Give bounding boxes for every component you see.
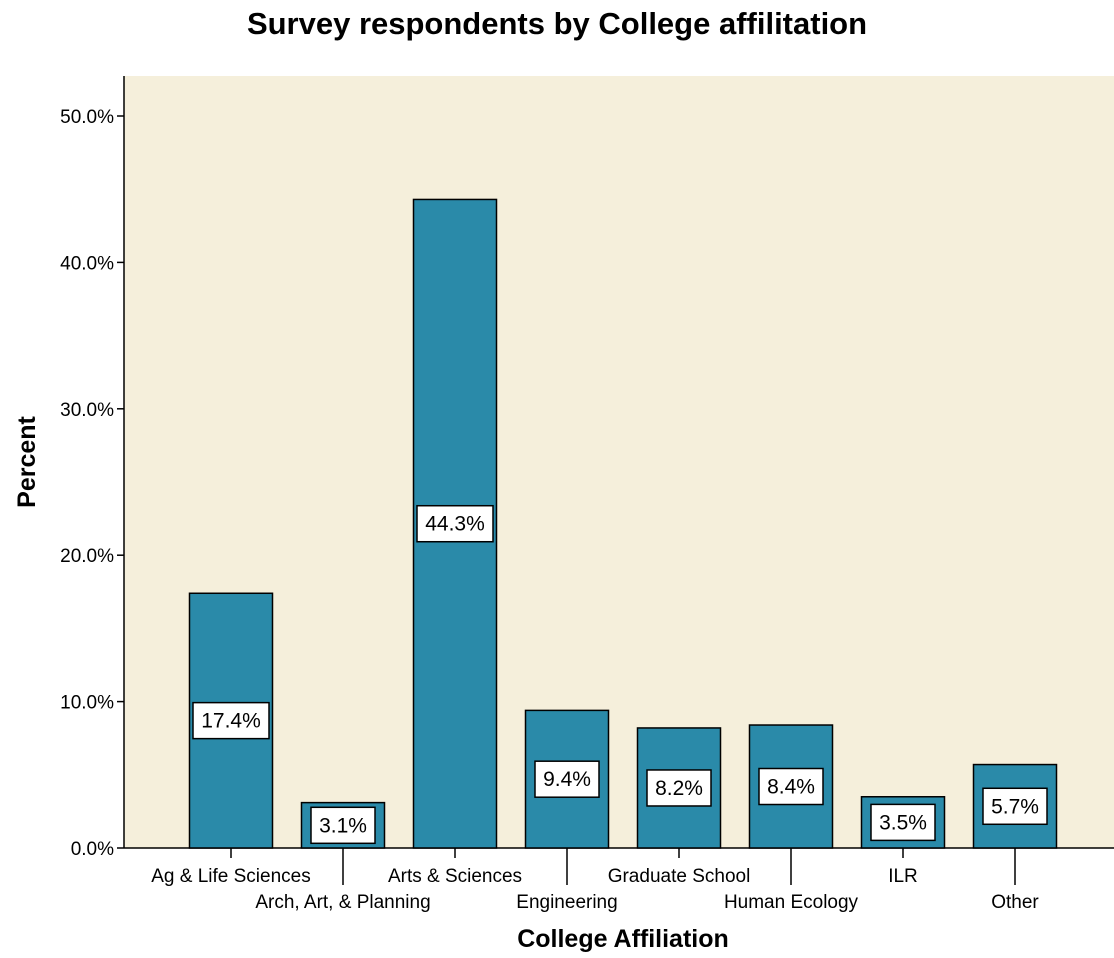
y-tick-label: 20.0%: [60, 546, 114, 567]
y-axis-title: Percent: [13, 415, 41, 507]
x-tick-label: Arts & Sciences: [388, 866, 522, 887]
x-tick-label: ILR: [888, 866, 918, 887]
data-label: 5.7%: [982, 787, 1048, 826]
data-label: 8.4%: [758, 767, 824, 806]
data-label-text: 8.4%: [767, 776, 815, 799]
y-tick-label: 10.0%: [60, 693, 114, 714]
y-tick-label: 50.0%: [60, 107, 114, 128]
x-tick-label: Graduate School: [608, 866, 751, 887]
y-tick-label: 40.0%: [60, 253, 114, 274]
x-axis: Ag & Life Sciences Arch, Art, & Planning A…: [124, 847, 1114, 913]
data-label-text: 17.4%: [201, 710, 261, 733]
data-label: 17.4%: [192, 701, 270, 740]
plot-area: [124, 76, 1114, 848]
chart-title: Survey respondents by College affilitati…: [246, 6, 868, 41]
data-label: 3.1%: [310, 806, 376, 845]
data-label: 44.3%: [416, 504, 494, 543]
y-tick-label: 30.0%: [60, 400, 114, 421]
x-tick-label: Engineering: [516, 892, 617, 913]
data-labels: 17.4% 3.1% 44.3% 9.4% 8.2% 8.4% 3.5% 5.7%: [192, 504, 1048, 845]
data-label: 3.5%: [870, 803, 936, 842]
x-tick-label: Other: [991, 892, 1039, 913]
data-label-text: 5.7%: [991, 795, 1039, 818]
data-label: 9.4%: [534, 760, 600, 798]
y-tick-label: 0.0%: [71, 839, 114, 860]
x-axis-title: College Affiliation: [517, 925, 729, 953]
y-axis: 0.0% 10.0% 20.0% 30.0% 40.0% 50.0%: [60, 76, 125, 860]
data-label-text: 9.4%: [543, 768, 591, 791]
x-tick-label: Ag & Life Sciences: [151, 866, 310, 887]
x-tick-label: Arch, Art, & Planning: [255, 892, 430, 913]
data-label: 8.2%: [646, 769, 712, 807]
x-tick-label: Human Ecology: [724, 892, 859, 913]
data-label-text: 3.1%: [319, 814, 367, 837]
data-label-text: 8.2%: [655, 777, 703, 800]
data-label-text: 44.3%: [425, 513, 485, 536]
data-label-text: 3.5%: [879, 811, 927, 834]
